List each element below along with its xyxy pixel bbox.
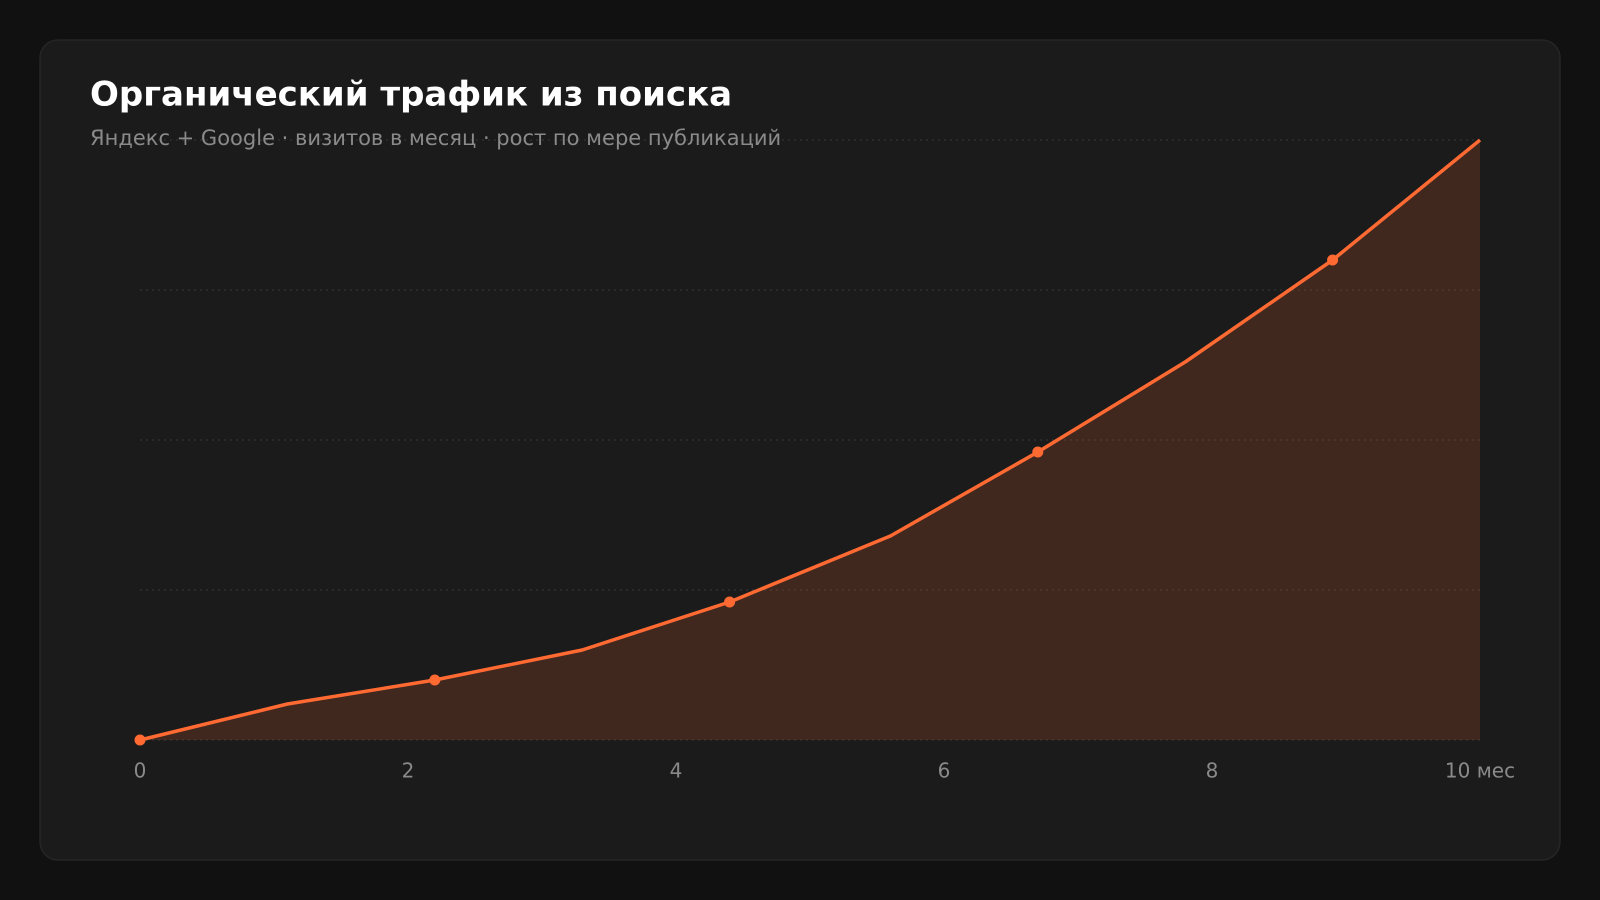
area-fill — [140, 140, 1480, 740]
point — [429, 674, 441, 686]
card — [39, 39, 1561, 861]
x-tick-label: 8 — [1206, 759, 1219, 783]
x-tick-label: 2 — [402, 759, 415, 783]
line — [139, 138, 1482, 742]
point — [134, 734, 146, 746]
point — [1327, 254, 1339, 266]
x-tick-label: 4 — [670, 759, 683, 783]
x-tick-label: 0 — [134, 759, 147, 783]
chart-title: Органический трафик из поиска — [90, 75, 732, 115]
x-tick-label: 10 мес — [1445, 759, 1515, 783]
point — [1032, 446, 1044, 458]
x-tick-label: 6 — [938, 759, 951, 783]
plot: 0 2 4 6 8 10 мес — [134, 138, 1515, 783]
point — [724, 596, 736, 608]
chart-subtitle: Яндекс + Google · визитов в месяц · рост… — [90, 126, 781, 150]
